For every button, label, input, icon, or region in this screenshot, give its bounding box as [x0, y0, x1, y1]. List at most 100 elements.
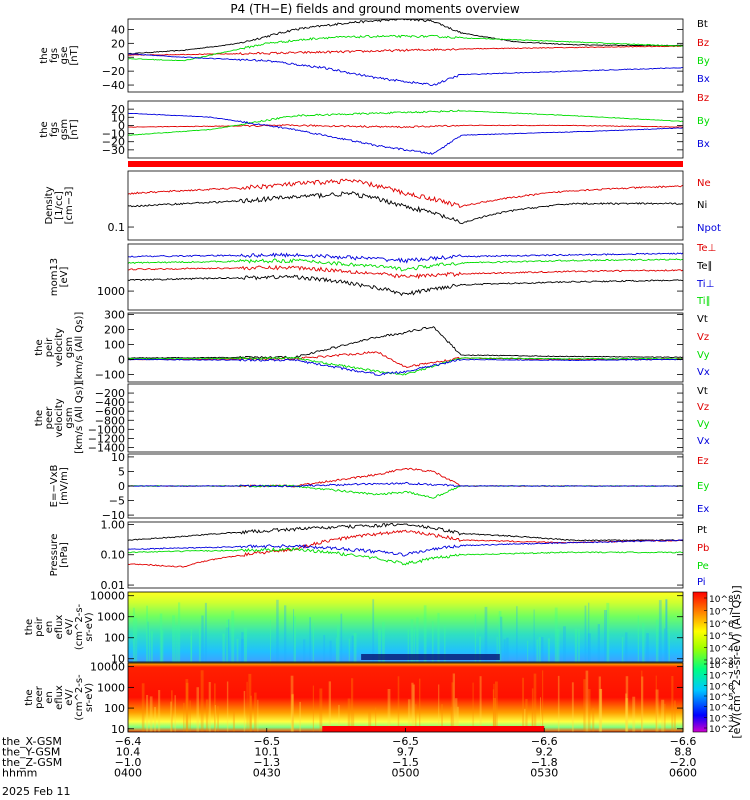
- spectrogram-streak: [444, 625, 446, 662]
- panel-efield: 105 0 −5−10 E=−VxB [mV/m] Ez Ey Ex: [49, 451, 709, 522]
- spectrogram-streak: [625, 676, 629, 732]
- x-row-label: the_Y-GSM: [2, 746, 60, 759]
- y-tick-label: 40: [111, 23, 125, 36]
- series-fgs_gse-By: [127, 34, 684, 62]
- spectrogram-streak: [348, 638, 350, 662]
- y-axis-label: [eV]: [59, 267, 70, 288]
- y-tick-label: −1200: [88, 432, 125, 445]
- spectrogram-streak: [540, 697, 541, 732]
- spectrogram-streak: [148, 626, 150, 662]
- colorbar-tick-label: 10^4: [709, 645, 734, 655]
- y-tick-label: 0: [118, 354, 125, 367]
- legend-By: By: [697, 56, 710, 67]
- spectrogram-streak: [353, 711, 355, 732]
- spectrogram-streak: [665, 599, 668, 662]
- legend-Vy: Vy: [697, 419, 710, 430]
- series-fgs_gsm-Bx: [127, 112, 684, 155]
- x-row-value: 9.7: [397, 746, 415, 759]
- spectrogram-streak: [527, 640, 529, 662]
- y-axis-label: sr-eV): [84, 612, 95, 641]
- y-axis-label: eV/: [64, 618, 75, 635]
- spectrogram-streak: [226, 620, 229, 662]
- legend-Bx: Bx: [697, 74, 710, 85]
- y-tick-label: 0.10: [101, 549, 126, 562]
- spectrogram-streak: [588, 689, 591, 732]
- y-axis-label: en: [44, 621, 55, 634]
- spectrogram-streak: [185, 682, 189, 732]
- spectrogram-streak: [132, 607, 135, 662]
- x-row-value: 0400: [114, 767, 142, 780]
- spectrogram-streak: [540, 637, 544, 662]
- spectrogram-streak: [323, 635, 326, 662]
- x-row-value: 10.4: [116, 746, 141, 759]
- spectrogram-streak: [225, 627, 229, 662]
- spectrogram-streak: [340, 613, 343, 662]
- spectrogram-streak: [407, 629, 409, 662]
- y-tick-label: −30: [102, 144, 125, 157]
- y-tick-label: −200: [95, 387, 125, 400]
- legend-Ey: Ey: [697, 481, 709, 492]
- spectrogram-streak: [335, 637, 337, 662]
- y-axis-label: the: [24, 689, 35, 705]
- spectrogram-streak: [141, 683, 145, 732]
- spectrogram-streak: [254, 692, 257, 732]
- legend-Ez: Ez: [697, 456, 709, 467]
- series-density-Ne: [127, 178, 684, 208]
- spectrogram-streak: [291, 693, 294, 732]
- spectrogram-streak: [599, 689, 603, 732]
- y-tick-label: 10000: [90, 661, 125, 674]
- spectrogram-streak: [437, 612, 440, 662]
- spectrogram-streak: [431, 621, 434, 662]
- y-axis-label: (cm^2-s-: [74, 603, 85, 650]
- spectrogram-streak: [236, 638, 239, 662]
- x-row-value: 0600: [669, 767, 697, 780]
- y-tick-label: 1.00: [101, 518, 126, 531]
- spectrogram-streak: [533, 673, 537, 732]
- colorbar: [692, 591, 708, 733]
- colorbar-label: [eV/(cm^2-s-sr-eV) (All Qs)]: [730, 585, 743, 738]
- spectrogram-streak: [474, 614, 477, 662]
- legend-Te∥: Te∥: [696, 261, 713, 272]
- x-row-value: −1.3: [253, 756, 280, 769]
- y-tick-label: 1000: [97, 681, 125, 694]
- series-pressure-Pt: [127, 523, 684, 542]
- spectrogram-streak: [214, 705, 216, 732]
- y-axis-label: [km/s (All Qs)]: [74, 382, 85, 454]
- legend-Pb: Pb: [697, 543, 709, 554]
- spectrogram-peir_eflux: [128, 592, 683, 662]
- spectrogram-streak: [578, 629, 580, 662]
- legend-Ti⊥: Ti⊥: [696, 279, 714, 290]
- spectrogram-streak: [270, 620, 271, 662]
- spectrogram-streak: [146, 605, 148, 662]
- spectrogram-streak: [454, 698, 458, 732]
- panel-frame: [127, 170, 684, 241]
- spectrogram-streak: [299, 701, 301, 732]
- spectrogram-streak: [598, 676, 601, 732]
- y-axis-label: gsm: [59, 119, 70, 140]
- spectrogram-streak: [479, 636, 481, 662]
- legend-Vx: Vx: [697, 367, 710, 378]
- legend-Ex: Ex: [697, 504, 709, 515]
- legend-Vz: Vz: [697, 332, 709, 343]
- legend-Bx: Bx: [697, 139, 710, 150]
- y-tick-label: 0.01: [101, 579, 126, 592]
- spectrogram-streak: [338, 704, 340, 732]
- spectrogram-streak: [172, 615, 175, 662]
- spectrogram-streak: [604, 610, 607, 662]
- spectrogram-streak: [674, 700, 676, 732]
- spectrogram-streak: [329, 640, 332, 662]
- panel-peir_eflux: 10000 1000 100 10 the peir en eflux eV/(cm^2-s-s…: [24, 590, 684, 666]
- spectrogram-streak: [554, 607, 558, 662]
- spectrogram-streak: [312, 685, 314, 732]
- spectrogram-streak: [241, 638, 244, 662]
- legend-Vt: Vt: [697, 386, 708, 397]
- x-row-label: the_X-GSM: [2, 735, 62, 748]
- spectrogram-streak: [525, 699, 528, 732]
- spectrogram-streak: [600, 688, 602, 732]
- spectrogram-streak: [347, 698, 351, 732]
- spectrogram-streak: [293, 609, 294, 662]
- colorbar-tick-label: 10^6: [709, 682, 734, 692]
- spectrogram-streak: [243, 691, 246, 732]
